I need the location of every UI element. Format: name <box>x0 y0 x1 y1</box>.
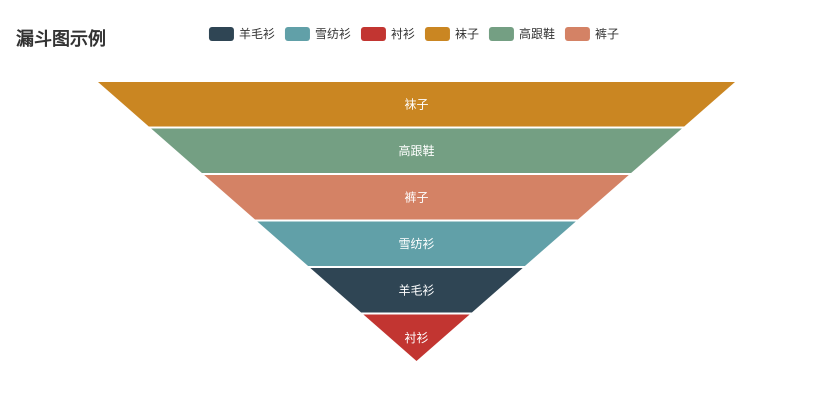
funnel-segment-high-heels[interactable] <box>151 128 682 174</box>
legend-item-wool-sweater[interactable]: 羊毛衫 <box>208 27 275 41</box>
legend-swatch-icon <box>360 27 386 41</box>
legend-item-high-heels[interactable]: 高跟鞋 <box>489 27 555 41</box>
chart-title: 漏斗图示例 <box>16 29 106 49</box>
funnel-segment-chiffon-shirt[interactable] <box>257 221 576 267</box>
legend-item-label: 羊毛衫 <box>238 27 275 41</box>
legend-item-socks[interactable]: 袜子 <box>425 27 479 41</box>
legend: 羊毛衫 雪纺衫 衬衫 袜子 高跟鞋 裤子 <box>208 27 619 41</box>
funnel-segment-wool-sweater[interactable] <box>310 268 523 313</box>
legend-item-chiffon-shirt[interactable]: 雪纺衫 <box>284 27 351 41</box>
legend-item-label: 裤子 <box>595 27 620 41</box>
legend-item-label: 袜子 <box>455 27 480 41</box>
legend-swatch-icon <box>284 27 310 41</box>
legend-item-pants[interactable]: 裤子 <box>565 27 619 41</box>
legend-item-label: 衬衫 <box>390 27 415 41</box>
legend-item-label: 高跟鞋 <box>519 27 556 41</box>
legend-swatch-icon <box>425 27 450 41</box>
funnel-segment-pants[interactable] <box>204 175 629 220</box>
funnel-segment-shirt[interactable] <box>363 314 470 362</box>
legend-swatch-icon <box>489 27 515 41</box>
legend-item-shirt[interactable]: 衬衫 <box>360 27 415 41</box>
legend-item-label: 雪纺衫 <box>314 27 351 41</box>
legend-swatch-icon <box>208 27 234 41</box>
legend-swatch-icon <box>565 27 591 41</box>
funnel-segment-socks[interactable] <box>98 82 735 127</box>
